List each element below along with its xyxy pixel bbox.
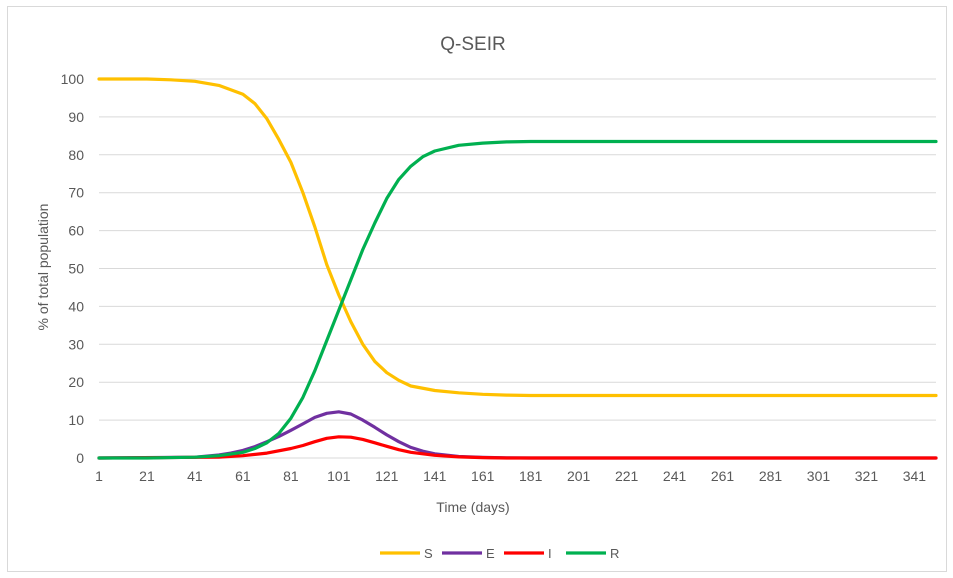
series-line-e [97, 410, 938, 460]
y-tick-label: 70 [68, 185, 84, 201]
x-tick-label: 261 [711, 468, 735, 484]
y-tick-label: 100 [61, 71, 85, 87]
series-line-s [97, 77, 938, 398]
x-tick-label: 301 [807, 468, 831, 484]
series-line-r [97, 139, 938, 460]
y-tick-label: 90 [68, 109, 84, 125]
x-tick-label: 41 [187, 468, 203, 484]
legend-item-r: R [566, 546, 619, 561]
x-tick-label: 201 [567, 468, 591, 484]
x-tick-label: 101 [327, 468, 351, 484]
legend-item-e: E [442, 546, 495, 561]
y-tick-label: 10 [68, 412, 84, 428]
x-tick-label: 241 [663, 468, 687, 484]
y-tick-label: 20 [68, 374, 84, 390]
y-tick-label: 80 [68, 147, 84, 163]
x-axis-ticks: 1 21 41 61 81 101 121 141 161 181 201 221 241 261 281 3… [95, 468, 926, 484]
x-tick-label: 181 [519, 468, 543, 484]
x-tick-label: 281 [759, 468, 783, 484]
x-axis-label: Time (days) [436, 499, 509, 515]
y-tick-label: 30 [68, 336, 84, 352]
y-tick-label: 60 [68, 223, 84, 239]
legend-label: R [610, 546, 619, 561]
x-tick-label: 81 [283, 468, 299, 484]
y-tick-label: 50 [68, 261, 84, 277]
legend-item-s: S [380, 546, 433, 561]
gridlines [99, 78, 936, 459]
x-tick-label: 161 [471, 468, 495, 484]
y-tick-label: 0 [76, 450, 84, 466]
legend-item-i: I [504, 546, 552, 561]
x-tick-label: 221 [615, 468, 639, 484]
x-tick-label: 1 [95, 468, 103, 484]
series-line-i [97, 435, 938, 460]
chart-frame: Q-SEIR 0 10 20 30 40 50 60 70 80 90 100 1 21 41 61 81 1… [7, 6, 947, 572]
y-axis-label: % of total population [35, 204, 51, 331]
y-tick-label: 40 [68, 298, 84, 314]
y-axis-ticks: 0 10 20 30 40 50 60 70 80 90 100 [61, 71, 85, 466]
x-tick-label: 61 [235, 468, 251, 484]
x-tick-label: 121 [375, 468, 399, 484]
chart-title: Q-SEIR [440, 34, 505, 55]
legend-label: S [424, 546, 433, 561]
x-tick-label: 341 [903, 468, 927, 484]
series-lines [97, 77, 938, 460]
x-tick-label: 321 [855, 468, 879, 484]
x-tick-label: 21 [139, 468, 155, 484]
x-tick-label: 141 [423, 468, 447, 484]
legend-label: E [486, 546, 495, 561]
legend-label: I [548, 546, 552, 561]
